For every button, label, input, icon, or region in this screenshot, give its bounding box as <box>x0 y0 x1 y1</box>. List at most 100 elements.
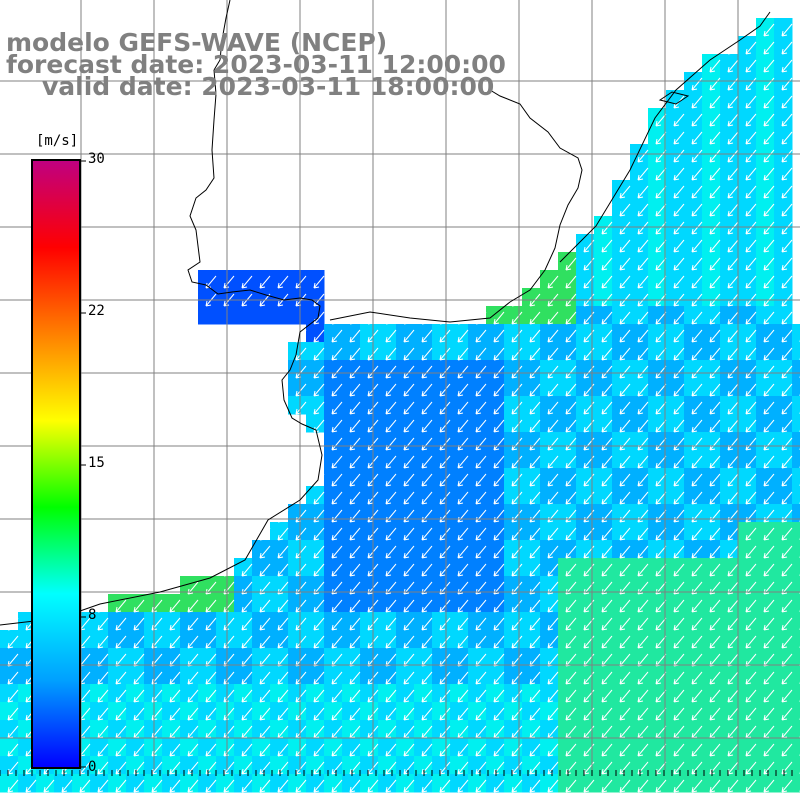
wind-arrow <box>313 599 325 613</box>
wind-arrow <box>385 689 397 703</box>
field-cell <box>666 630 685 649</box>
field-cell <box>360 684 379 703</box>
field-cell <box>792 522 800 541</box>
wind-arrow <box>439 599 451 613</box>
field-cell <box>684 612 703 631</box>
field-cell <box>612 684 631 703</box>
wind-arrow <box>601 779 613 793</box>
field-cell <box>792 342 800 361</box>
wind-arrow <box>421 311 433 325</box>
field-cell <box>126 612 145 631</box>
field-cell <box>684 738 703 757</box>
wind-arrow <box>709 113 721 127</box>
field-cell <box>540 612 559 631</box>
wind-arrow <box>637 149 649 163</box>
field-cell <box>522 288 541 307</box>
field-cell <box>594 414 613 433</box>
field-cell <box>270 576 289 595</box>
field-cell <box>576 288 595 307</box>
field-cell <box>792 702 800 721</box>
field-cell <box>108 594 127 613</box>
field-cell <box>720 666 739 685</box>
wind-arrow <box>763 527 775 541</box>
field-cell <box>198 648 217 667</box>
field-cell <box>576 666 595 685</box>
wind-arrow <box>781 617 793 631</box>
wind-arrow <box>619 527 631 541</box>
field-cell <box>702 666 721 685</box>
wind-arrow <box>745 59 757 73</box>
field-cell <box>540 486 559 505</box>
wind-arrow <box>169 761 181 775</box>
wind-arrow <box>421 329 433 343</box>
wind-arrow <box>349 617 361 631</box>
wind-arrow <box>349 743 361 757</box>
wind-arrow <box>277 671 289 685</box>
wind-arrow <box>205 707 217 721</box>
wind-arrow <box>655 383 667 397</box>
wind-arrow <box>457 707 469 721</box>
wind-arrow <box>673 563 685 577</box>
wind-arrow <box>673 743 685 757</box>
field-cell <box>288 684 307 703</box>
wind-arrow <box>565 707 577 721</box>
wind-arrow <box>781 671 793 685</box>
field-cell <box>108 720 127 739</box>
wind-arrow <box>781 347 793 361</box>
field-cell <box>396 540 415 559</box>
field-cell <box>702 396 721 415</box>
field-cell <box>702 216 721 235</box>
field-cell <box>702 306 721 325</box>
wind-arrow <box>709 329 721 343</box>
wind-arrow <box>403 401 415 415</box>
field-cell <box>396 468 415 487</box>
field-cell <box>702 468 721 487</box>
field-cell <box>684 414 703 433</box>
wind-arrow <box>763 347 775 361</box>
wind-arrow <box>691 113 703 127</box>
field-cell <box>774 144 793 163</box>
wind-arrow <box>115 671 127 685</box>
field-cell <box>288 648 307 667</box>
field-cell <box>342 648 361 667</box>
wind-arrow <box>763 77 775 91</box>
wind-arrow <box>547 401 559 415</box>
field-cell <box>720 756 739 775</box>
field-cell <box>738 54 757 73</box>
field-cell <box>126 756 145 775</box>
field-cell <box>738 612 757 631</box>
field-cell <box>324 756 343 775</box>
wind-arrow <box>511 365 523 379</box>
wind-arrow <box>115 617 127 631</box>
field-cell <box>180 576 199 595</box>
wind-arrow <box>727 221 739 235</box>
field-cell <box>630 342 649 361</box>
field-cell <box>702 198 721 217</box>
field-cell <box>396 720 415 739</box>
field-cell <box>720 486 739 505</box>
wind-arrow <box>241 671 253 685</box>
field-cell <box>486 756 505 775</box>
field-cell <box>576 396 595 415</box>
field-cell <box>522 774 541 793</box>
wind-arrow <box>763 545 775 559</box>
field-cell <box>234 270 253 289</box>
wind-arrow <box>745 599 757 613</box>
wind-arrow <box>529 545 541 559</box>
field-cell <box>288 612 307 631</box>
field-cell <box>288 522 307 541</box>
wind-arrow <box>691 599 703 613</box>
field-cell <box>252 270 271 289</box>
field-cell <box>486 612 505 631</box>
wind-arrow <box>709 707 721 721</box>
field-cell <box>666 324 685 343</box>
field-cell <box>774 504 793 523</box>
field-cell <box>756 162 775 181</box>
field-cell <box>162 648 181 667</box>
field-cell <box>558 468 577 487</box>
field-cell <box>738 180 757 199</box>
field-cell <box>288 270 307 289</box>
field-cell <box>630 576 649 595</box>
field-cell <box>108 648 127 667</box>
wind-speed-field <box>0 18 800 793</box>
